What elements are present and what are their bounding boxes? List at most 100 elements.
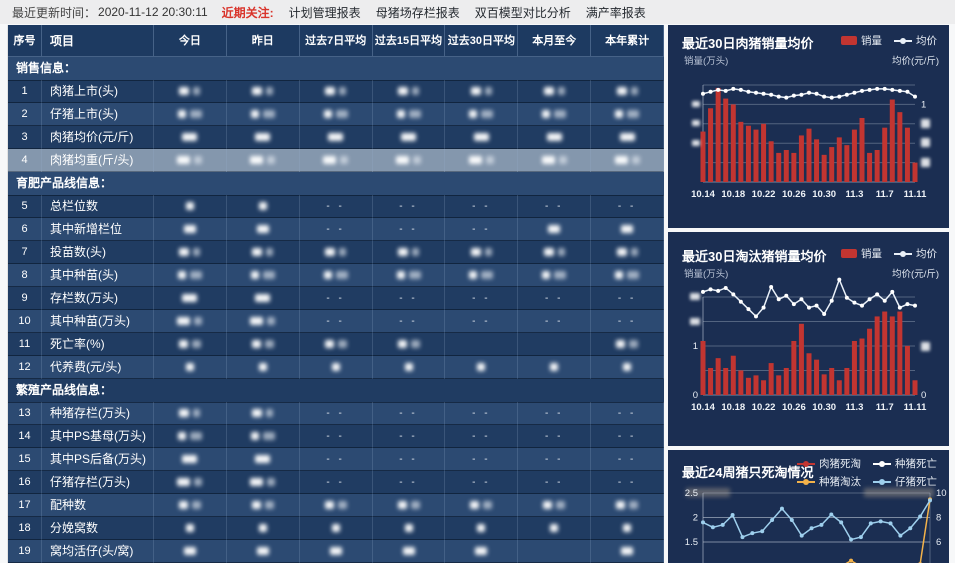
line-point (829, 95, 834, 100)
table-cell: - - (518, 471, 592, 494)
table-cell (445, 149, 519, 172)
table-cell: - - (591, 310, 664, 333)
table-cell (226, 241, 300, 264)
table-row[interactable]: 18 分娩窝数 (8, 517, 664, 540)
bar-sales (708, 367, 714, 395)
table-row[interactable]: 8 其中种苗(头) (8, 264, 664, 287)
legend-item-肉猪死淘[interactable]: 肉猪死淘 (797, 456, 861, 471)
bar-sales (806, 128, 812, 182)
empty-value-dashes: - - (545, 200, 564, 212)
table-row[interactable]: 9 存栏数(万头) - - - - - - - - - - (8, 287, 664, 310)
x-axis-label: 11.3 (845, 402, 863, 413)
line-point (822, 94, 827, 99)
table-row[interactable]: 10 其中种苗(万头) - - - - - - - - - - (8, 310, 664, 333)
table-cell: - - (518, 402, 592, 425)
table-row[interactable]: 2 仔猪上市(头) (8, 103, 664, 126)
redacted-value (408, 110, 421, 118)
table-cell (372, 103, 446, 126)
redacted-value (470, 501, 480, 509)
table-row[interactable]: 12 代养费(元/头) (8, 356, 664, 379)
redacted-value (179, 87, 190, 95)
redacted-value (250, 156, 264, 164)
empty-value-dashes: - - (326, 315, 345, 327)
legend-item-销量[interactable]: 销量 (841, 33, 882, 48)
legend-item-种猪淘汰[interactable]: 种猪淘汰 (797, 474, 861, 489)
table-row[interactable]: 16 仔猪存栏(万头) - - - - - - - - - - (8, 471, 664, 494)
legend-item-销量[interactable]: 销量 (841, 246, 882, 261)
table-cell (445, 264, 519, 287)
line-point (716, 87, 721, 92)
table-cell (372, 356, 446, 379)
legend-dot (900, 250, 906, 257)
redacted-axis-value (921, 158, 930, 167)
legend-item-种猪死亡[interactable]: 种猪死亡 (873, 456, 937, 471)
redacted-value (410, 340, 420, 348)
redacted-value (616, 501, 626, 509)
redacted-value (554, 271, 567, 279)
link-model-compare-report[interactable]: 双百模型对比分析 (474, 5, 571, 20)
bar-sales (844, 367, 850, 395)
redacted-value (469, 110, 478, 118)
line-point (829, 512, 834, 517)
table-row[interactable]: 17 配种数 (8, 494, 664, 517)
redacted-value (614, 156, 628, 164)
line-point (701, 520, 705, 525)
table-row[interactable]: 1 肉猪上市(头) (8, 80, 664, 103)
table-cell (154, 448, 227, 471)
redacted-value (408, 271, 421, 279)
table-row[interactable]: 14 其中PS基母(万头) - - - - - - - - - - (8, 425, 664, 448)
table-row[interactable]: 5 总栏位数 - - - - - - - - - - (8, 195, 664, 218)
table-cell: - - (372, 195, 446, 218)
legend-label: 销量 (861, 35, 882, 47)
table-cell (372, 264, 446, 287)
redacted-value (183, 547, 196, 555)
y-left-axis-name: 销量(万头) (684, 56, 729, 67)
empty-value-dashes: - - (399, 223, 418, 235)
x-axis-label: 10.14 (691, 402, 715, 413)
redacted-value (251, 501, 261, 509)
table-row[interactable]: 7 投苗数(头) (8, 241, 664, 264)
table-cell (154, 149, 227, 172)
redacted-value (258, 202, 267, 210)
line-point (875, 292, 880, 297)
legend-item-均价[interactable]: 均价 (894, 33, 937, 48)
redacted-value (250, 271, 259, 279)
table-cell: - - (299, 218, 373, 241)
table-cell (226, 195, 300, 218)
legend-item-仔猪死亡[interactable]: 仔猪死亡 (873, 474, 937, 489)
table-cell (226, 80, 300, 103)
redacted-value (267, 478, 276, 486)
line-point (890, 289, 895, 294)
redacted-value (177, 317, 191, 325)
link-sow-farm-report[interactable]: 母猪场存栏报表 (375, 5, 460, 20)
line-point (731, 86, 736, 91)
redacted-value (325, 87, 336, 95)
table-cell: - - (372, 425, 446, 448)
table-row[interactable]: 4 肉猪均重(斤/头) (8, 149, 664, 172)
link-plan-report[interactable]: 计划管理报表 (288, 5, 361, 20)
line-point (837, 94, 842, 99)
redacted-value (477, 363, 486, 371)
link-full-capacity-report[interactable]: 满产率报表 (585, 5, 646, 20)
empty-value-dashes: - - (472, 453, 491, 465)
line-point (769, 284, 774, 289)
table-row[interactable]: 11 死亡率(%) (8, 333, 664, 356)
table-cell (591, 80, 664, 103)
line-point (913, 94, 917, 99)
redacted-value (262, 432, 275, 440)
legend-item-均价[interactable]: 均价 (894, 246, 937, 261)
table-row[interactable]: 13 种猪存栏(万头) - - - - - - - - - - (8, 402, 664, 425)
redacted-value (616, 248, 627, 256)
y-left-axis-name: 销量(万头) (684, 269, 729, 280)
table-cell: - - (518, 310, 592, 333)
line-point (829, 298, 834, 303)
line-point (754, 314, 758, 319)
table-row[interactable]: 3 肉猪均价(元/斤) (8, 126, 664, 149)
table-row[interactable]: 6 其中新增栏位 - - - - - - (8, 218, 664, 241)
bar-sales (745, 377, 751, 395)
chart-canvas: 1 10.14 10.18 10.22 10.26 10.30 11.3 11.7 11.11 (691, 84, 927, 200)
table-row[interactable]: 19 窝均活仔(头/窝) (8, 540, 664, 563)
bar-sales (753, 129, 759, 182)
table-row[interactable]: 15 其中PS后备(万头) - - - - - - - - - - (8, 448, 664, 471)
column-header: 过去15日平均 (372, 25, 446, 57)
